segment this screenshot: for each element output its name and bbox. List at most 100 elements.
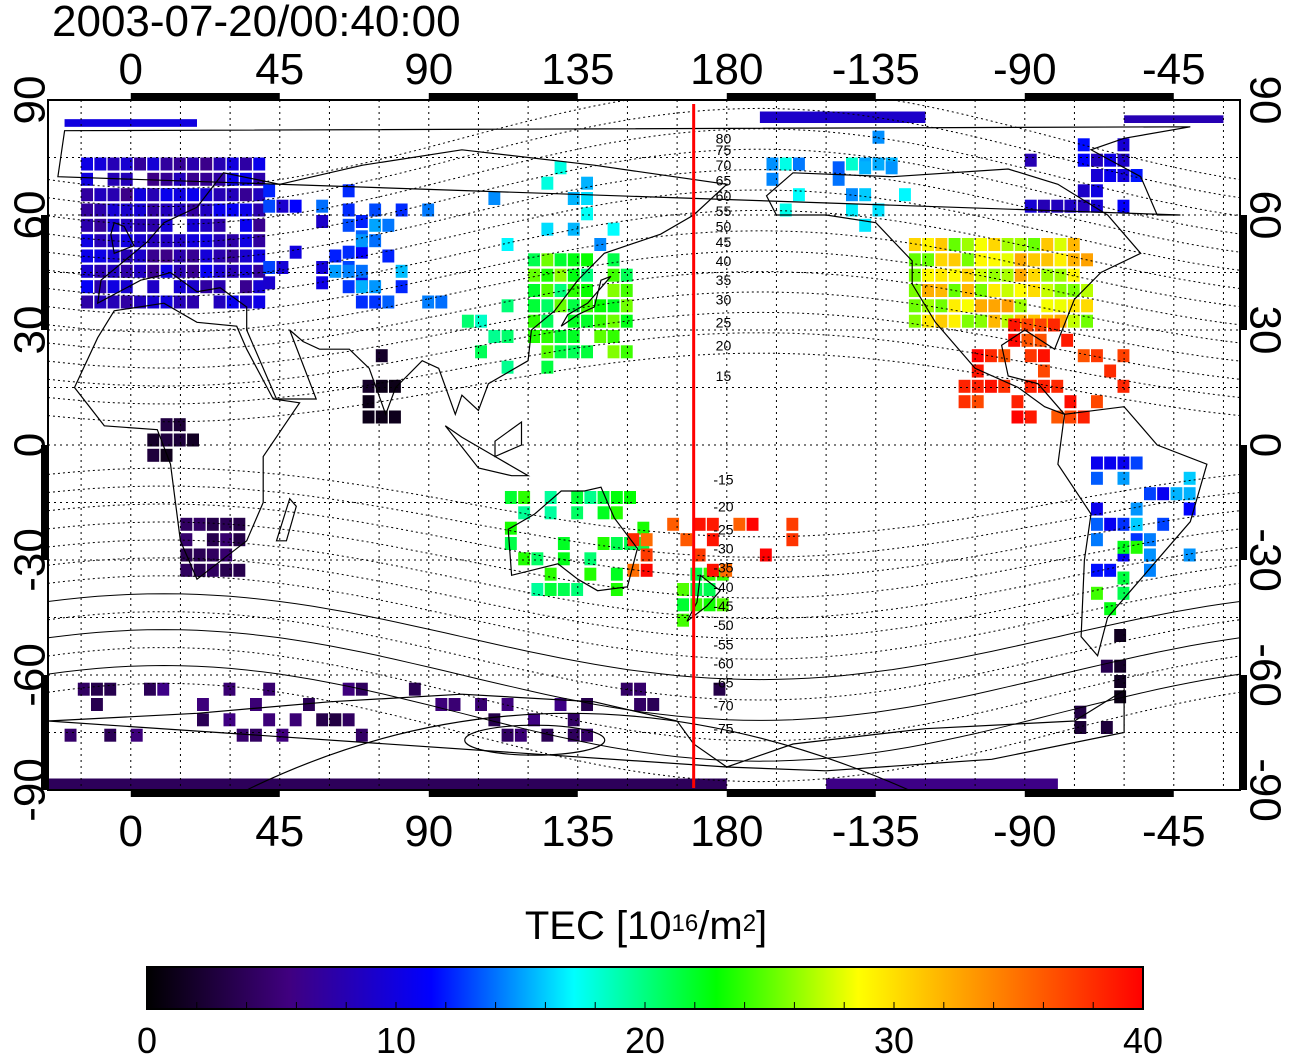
timestamp-title: 2003-07-20/00:40:00: [52, 0, 461, 46]
contour-label: 80: [716, 130, 732, 146]
frame-bar: [1240, 215, 1247, 330]
tec-cell: [1130, 517, 1143, 531]
tec-cell: [134, 249, 146, 263]
tec-cell: [607, 222, 620, 236]
tec-cell: [120, 157, 133, 171]
tec-cell: [104, 682, 117, 696]
tec-cell: [961, 299, 974, 313]
tec-cell: [289, 199, 302, 213]
tec-cell: [1104, 364, 1117, 378]
tec-cell: [581, 176, 593, 190]
tec-cell: [1144, 487, 1156, 501]
tec-cell: [213, 218, 226, 232]
tec-cell: [362, 379, 375, 393]
tec-cell: [213, 188, 226, 202]
tec-cell: [1051, 199, 1064, 213]
tec-cell: [1064, 395, 1077, 409]
tec-cell: [1144, 533, 1156, 547]
tec-cell: [488, 330, 501, 343]
tec-cell: [935, 268, 948, 282]
tec-cell: [1011, 395, 1024, 409]
tec-cell: [147, 188, 160, 202]
tec-cell: [316, 215, 329, 228]
tec-cell: [1144, 563, 1156, 577]
colorbar-tick-label: 10: [376, 1020, 416, 1057]
tec-cell: [1024, 349, 1037, 363]
contour-line: [48, 467, 1240, 538]
tec-cell: [422, 203, 435, 217]
tec-cell: [1091, 184, 1103, 198]
tec-band: [759, 111, 926, 123]
colorbar-tick-label: 0: [137, 1020, 157, 1057]
tec-cell: [531, 552, 544, 566]
tec-cell: [1041, 314, 1054, 328]
tec-cell: [193, 548, 206, 562]
tec-cell: [971, 364, 984, 378]
bottom-lon-label: -135: [832, 807, 920, 856]
tec-cell: [1054, 299, 1067, 313]
tec-cell: [316, 199, 329, 213]
tec-cell: [746, 517, 759, 531]
tec-cell: [160, 264, 173, 278]
tec-cell: [173, 295, 186, 309]
tec-cell: [1091, 456, 1103, 470]
tec-cell: [187, 433, 199, 447]
tec-cell: [120, 218, 133, 232]
tec-cell: [832, 172, 845, 186]
tec-cell: [408, 682, 421, 696]
tec-cell: [922, 253, 934, 267]
tec-cell: [908, 284, 921, 297]
tec-cell: [581, 728, 593, 742]
tec-cell: [988, 238, 1001, 251]
colorbar-tick-label: 30: [874, 1020, 914, 1057]
tec-cell: [147, 280, 160, 294]
tec-cell: [908, 299, 921, 313]
tec-cell: [240, 280, 252, 294]
tec-cell: [667, 517, 680, 531]
tec-cell: [81, 234, 93, 248]
tec-cell: [958, 379, 971, 393]
tec-cell: [173, 157, 186, 171]
tec-cell: [1091, 533, 1103, 547]
contour-line: [246, 712, 910, 790]
tec-cell: [213, 280, 226, 294]
tec-cell: [253, 218, 266, 232]
tec-cell: [316, 713, 329, 727]
tec-cell: [733, 517, 746, 531]
colorbar-title-exponent: 16: [671, 910, 699, 937]
contour-label: -25: [713, 521, 733, 537]
tec-cell: [620, 314, 633, 328]
tec-cell: [640, 563, 653, 577]
tec-cell: [1091, 349, 1103, 363]
tec-cell: [693, 517, 706, 531]
tec-cell: [233, 533, 246, 547]
tec-cell: [120, 203, 133, 217]
tec-cell: [355, 264, 368, 278]
tec-cell: [253, 188, 266, 202]
tec-cell: [859, 161, 872, 175]
top-lon-label: -90: [993, 45, 1057, 94]
tec-cell: [607, 268, 620, 282]
tec-cell: [197, 713, 209, 727]
colorbar-tick-label: 40: [1123, 1020, 1163, 1057]
tec-cell: [342, 245, 355, 259]
tec-cell: [1077, 349, 1090, 363]
left-lat-label: 0: [6, 433, 55, 457]
tec-cell: [597, 537, 610, 550]
tec-cell: [250, 698, 262, 711]
tec-cell: [213, 172, 226, 186]
tec-cell: [1067, 253, 1080, 267]
tec-cell: [355, 215, 368, 228]
coastline: [686, 574, 722, 622]
tec-cell: [1114, 629, 1127, 642]
tec-cell: [120, 295, 133, 309]
tec-cell: [226, 172, 239, 186]
tec-cell: [81, 188, 93, 202]
tec-cell: [1183, 471, 1196, 485]
tec-cell: [584, 552, 597, 566]
tec-cell: [766, 172, 779, 186]
tec-cell: [610, 537, 623, 550]
tec-cell: [200, 218, 213, 232]
tec-cell: [1001, 253, 1014, 267]
contour-line: [48, 593, 1240, 681]
